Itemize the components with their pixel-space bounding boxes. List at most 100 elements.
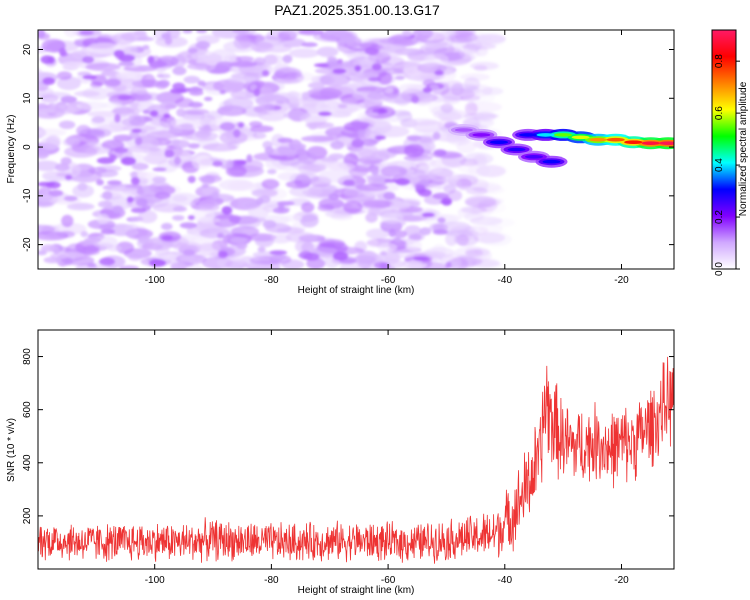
noise-blob — [172, 241, 202, 252]
noise-peak — [38, 151, 49, 159]
noise-peak — [261, 69, 270, 77]
noise-peak — [172, 82, 186, 91]
noise-peak — [42, 77, 56, 85]
noise-peak — [176, 108, 186, 117]
noise-blob — [481, 87, 504, 96]
noise-peak — [60, 95, 77, 104]
noise-peak — [234, 159, 247, 165]
noise-peak — [270, 254, 287, 260]
noise-peak — [87, 262, 97, 268]
noise-blob — [311, 246, 337, 257]
noise-peak — [217, 250, 228, 259]
noise-blob — [122, 125, 157, 132]
noise-peak — [82, 74, 97, 80]
noise-blob — [235, 56, 254, 62]
noise-peak — [269, 250, 288, 256]
noise-blob — [455, 30, 477, 36]
noise-blob — [377, 72, 393, 85]
noise-blob — [111, 32, 136, 45]
noise-peak — [197, 80, 206, 87]
noise-blob — [477, 32, 507, 47]
noise-peak — [201, 184, 209, 188]
noise-peak — [411, 95, 420, 104]
noise-blob — [343, 188, 362, 197]
noise-peak — [136, 36, 155, 42]
noise-peak — [379, 262, 390, 269]
noise-peak — [130, 177, 140, 185]
noise-peak — [406, 135, 422, 141]
noise-peak — [38, 30, 46, 38]
noise-peak — [277, 203, 285, 212]
noise-peak — [180, 123, 194, 129]
noise-peak — [232, 30, 250, 34]
noise-blob — [319, 73, 351, 87]
signal-point-core — [454, 128, 473, 132]
noise-peak — [437, 217, 446, 224]
noise-peak — [138, 236, 150, 244]
noise-blob — [100, 102, 123, 109]
noise-blob — [365, 212, 378, 223]
noise-blob — [76, 101, 108, 110]
signal-point-core — [554, 133, 573, 137]
snr-ticks: -100 -80 -60 -40 -20 200 400 600 800 — [22, 330, 674, 586]
noise-peak — [118, 54, 135, 62]
noise-peak — [159, 102, 176, 110]
noise-peak — [445, 261, 452, 269]
noise-peak — [388, 228, 396, 238]
noise-peak — [325, 30, 334, 35]
signal-track — [447, 124, 674, 168]
noise-blob — [424, 40, 449, 48]
noise-peak — [157, 79, 170, 88]
snr-xlabel: Height of straight line (km) — [298, 585, 415, 596]
noise-peak — [327, 56, 337, 62]
noise-peak — [255, 41, 273, 50]
noise-blob — [365, 228, 390, 240]
signal-point-core — [542, 159, 561, 164]
noise-peak — [149, 258, 166, 267]
noise-peak — [84, 237, 102, 244]
noise-peak — [318, 111, 332, 117]
noise-blob — [219, 130, 248, 145]
noise-peak — [351, 138, 364, 148]
noise-peak — [225, 159, 234, 169]
noise-blob — [419, 261, 448, 269]
noise-blob — [41, 38, 66, 53]
noise-peak — [131, 128, 142, 133]
noise-blob — [127, 252, 143, 262]
noise-blob — [394, 230, 408, 238]
noise-blob — [318, 169, 353, 183]
noise-blob — [343, 200, 363, 214]
noise-peak — [142, 44, 150, 50]
noise-peak — [383, 191, 396, 200]
noise-blob — [463, 77, 481, 91]
noise-blob — [286, 90, 300, 101]
noise-peak — [408, 234, 422, 241]
noise-blob — [379, 44, 407, 57]
spectrogram-plot: -100 -80 -60 -40 -20 20 10 0 -10 -20 Height of st… — [6, 29, 675, 296]
noise-blob — [56, 76, 81, 91]
noise-peak — [393, 236, 401, 244]
noise-peak — [419, 227, 432, 236]
y-tick-label: 200 — [22, 507, 33, 524]
noise-peak — [80, 231, 89, 238]
noise-peak — [152, 176, 167, 184]
noise-blob — [74, 90, 100, 97]
noise-peak — [129, 118, 147, 127]
noise-blob — [318, 239, 346, 249]
noise-peak — [104, 78, 122, 87]
colorbar-tick-label: 0.6 — [714, 106, 725, 120]
figure-title: PAZ1.2025.351.00.13.G17 — [274, 2, 440, 18]
noise-peak — [332, 68, 347, 74]
signal-point-core — [659, 141, 674, 145]
noise-blob — [62, 138, 80, 147]
noise-blob — [225, 165, 247, 178]
noise-blob — [86, 42, 121, 55]
noise-peak — [179, 255, 195, 262]
noise-peak — [91, 116, 105, 124]
noise-blob — [289, 97, 325, 106]
noise-blob — [457, 206, 479, 218]
noise-peak — [243, 203, 258, 208]
noise-peak — [164, 149, 175, 158]
noise-peak — [182, 30, 193, 34]
noise-peak — [149, 60, 167, 68]
